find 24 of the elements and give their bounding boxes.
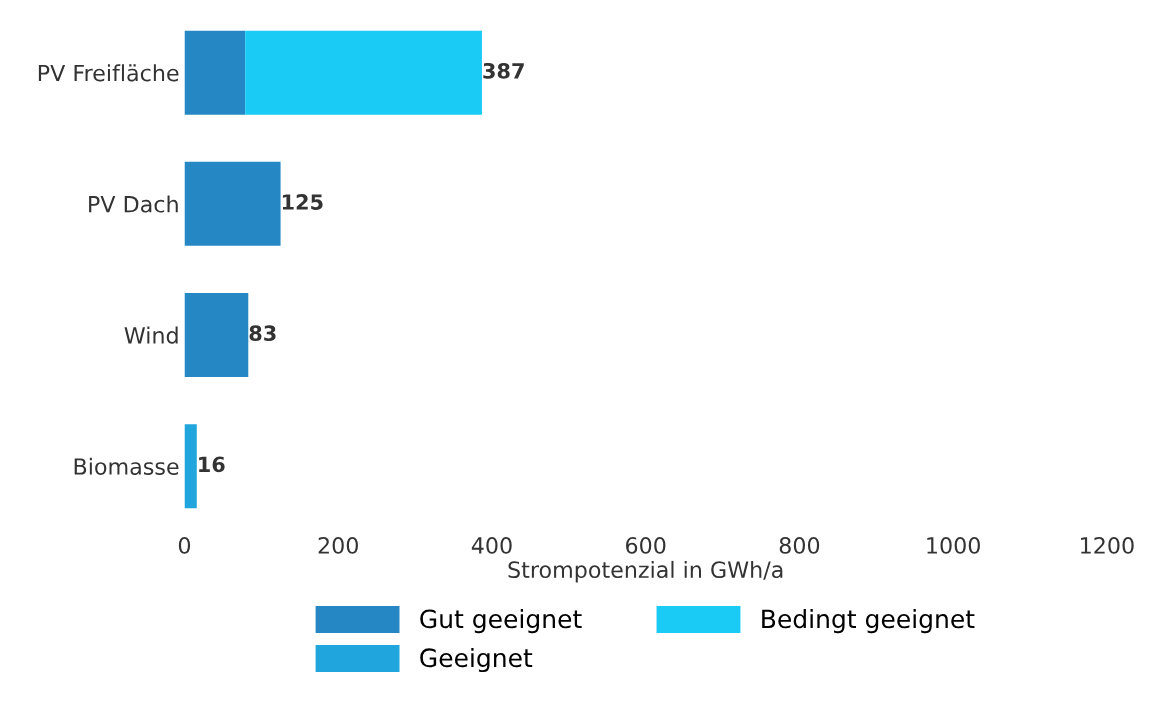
bar bbox=[184, 293, 249, 377]
x-tick-label: 200 bbox=[318, 537, 358, 554]
x-axis-title: Strompotenzial in GWh/a bbox=[508, 560, 783, 583]
total-label: 16 bbox=[199, 456, 225, 473]
x-tick-label: 0 bbox=[178, 537, 191, 554]
legend-label: Gut geeignet bbox=[420, 608, 582, 634]
bar bbox=[184, 161, 281, 246]
bar bbox=[184, 30, 246, 115]
total-label: 125 bbox=[282, 194, 323, 210]
total-label: 387 bbox=[483, 62, 524, 79]
legend-label: Geeignet bbox=[420, 647, 533, 673]
bar bbox=[184, 424, 197, 509]
total-label: 83 bbox=[249, 325, 276, 342]
y-tick-label: Wind bbox=[124, 326, 178, 344]
x-tick-label: 400 bbox=[471, 537, 512, 554]
x-tick-label: 600 bbox=[626, 537, 666, 554]
bar bbox=[245, 30, 482, 115]
x-tick-label: 1000 bbox=[927, 537, 980, 554]
y-tick-label: PV Dach bbox=[89, 195, 178, 213]
y-tick-label: PV Freifläche bbox=[38, 64, 179, 82]
legend-label: Bedingt geeignet bbox=[762, 608, 975, 634]
y-tick-label: Biomasse bbox=[74, 457, 179, 475]
x-tick-label: 800 bbox=[779, 537, 820, 554]
x-tick-label: 1200 bbox=[1081, 537, 1134, 554]
